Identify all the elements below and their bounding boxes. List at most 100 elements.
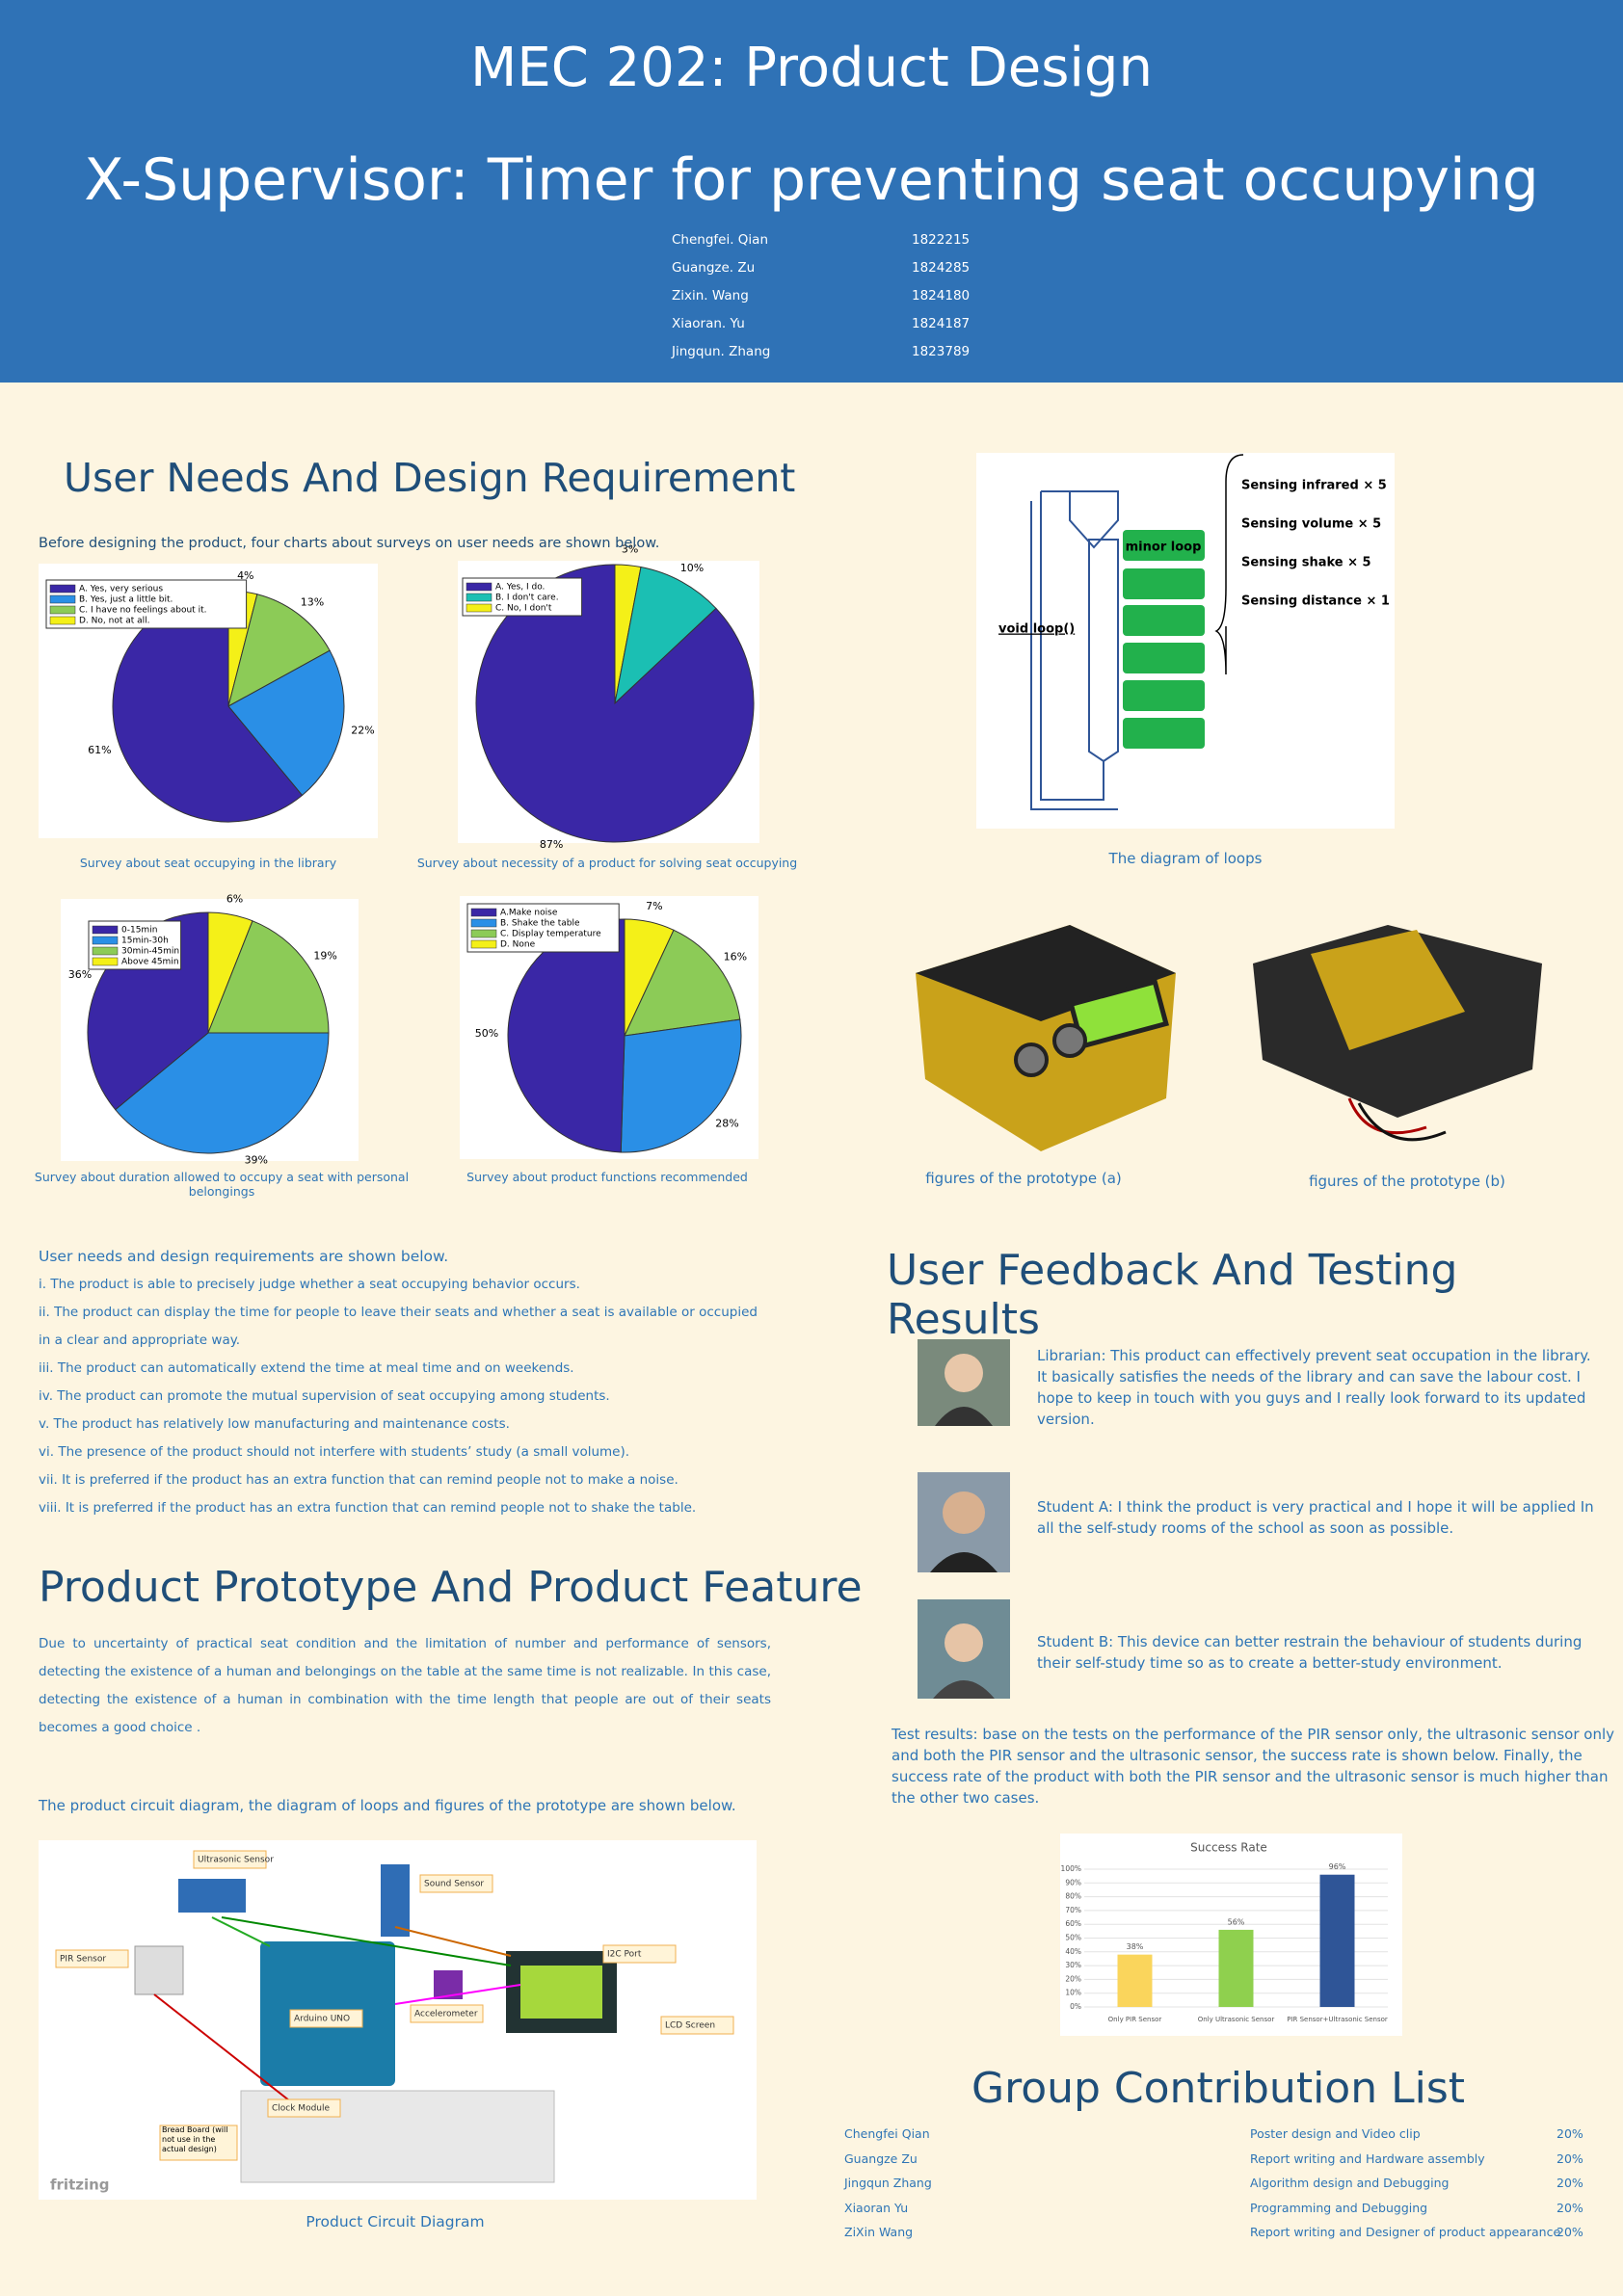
photo-caption: figures of the prototype (b) <box>1309 1173 1505 1190</box>
y-tick-label: 100% <box>1061 1864 1081 1873</box>
slice-label: 61% <box>88 744 111 756</box>
y-tick-label: 10% <box>1065 1989 1081 1997</box>
sensing-label: Sensing distance × 1 <box>1241 594 1390 609</box>
circuit-label: Sound Sensor <box>424 1880 484 1889</box>
member-name: Jingqun. Zhang <box>672 344 771 359</box>
share: 20% <box>1556 2151 1583 2166</box>
legend-swatch <box>49 594 76 604</box>
bar <box>1218 1929 1254 2007</box>
y-tick-label: 70% <box>1065 1906 1081 1914</box>
minor-loop: minor loop <box>1126 541 1202 555</box>
prototype-text: Due to uncertainty of practical seat con… <box>39 1636 771 1735</box>
task: Report writing and Hardware assembly <box>1250 2151 1485 2166</box>
legend-swatch <box>92 936 119 945</box>
pie-slice <box>620 1018 742 1153</box>
y-tick-label: 50% <box>1065 1934 1081 1942</box>
member: Jingqun Zhang <box>844 2176 932 2190</box>
loop-caption: The diagram of loops <box>1108 850 1263 867</box>
label-tag <box>410 2004 484 2023</box>
pie-slice <box>624 929 741 1037</box>
slice-label: 19% <box>313 950 336 963</box>
slice-label: 6% <box>226 892 243 905</box>
slice-label: 39% <box>245 1154 268 1167</box>
bar <box>1117 1954 1153 2007</box>
quote: Librarian: This product can effectively … <box>1037 1347 1591 1428</box>
legend-label: B. Yes, just a little bit. <box>79 595 173 605</box>
legend-box <box>45 579 248 629</box>
requirement: v. The product has relatively low manufa… <box>39 1416 510 1432</box>
brace <box>1214 454 1244 675</box>
member: Xiaoran Yu <box>844 2200 909 2215</box>
requirement: ii. The product can display the time for… <box>39 1305 758 1348</box>
label-tag <box>419 1874 493 1893</box>
needs-intro: Before designing the product, four chart… <box>39 536 660 551</box>
bar-label: 38% <box>1127 1942 1144 1951</box>
x-tick-label: Only PIR Sensor <box>1108 2016 1162 2023</box>
chart-caption: Survey about product functions recommend… <box>466 1170 748 1184</box>
bar-label: 96% <box>1329 1862 1346 1871</box>
legend-label: C. No, I don't <box>495 604 552 614</box>
requirement: i. The product is able to precisely judg… <box>39 1277 580 1292</box>
y-tick-label: 0% <box>1070 2002 1081 2011</box>
chart-caption: Survey about duration allowed to occupy … <box>34 1170 410 1199</box>
chart-caption: Survey about necessity of a product for … <box>416 856 798 870</box>
y-tick-label: 30% <box>1065 1961 1081 1969</box>
x-tick-label: Only Ultrasonic Sensor <box>1198 2016 1275 2023</box>
member: Guangze Zu <box>844 2151 918 2166</box>
task: Report writing and Designer of product a… <box>1250 2225 1561 2239</box>
member-name: Guangze. Zu <box>672 260 756 276</box>
share: 20% <box>1556 2126 1583 2141</box>
member-id: 1824187 <box>912 316 971 331</box>
legend-label: D. No, not at all. <box>79 617 150 626</box>
label-tag <box>660 2016 734 2035</box>
header: MEC 202: Product Design X-Supervisor: Ti… <box>0 0 1623 383</box>
feedback-photos <box>918 1339 1010 1699</box>
slice-label: 4% <box>237 569 253 582</box>
prototype-photo-b <box>1253 925 1542 1142</box>
slice-label: 50% <box>475 1027 498 1040</box>
circuit-label: Clock Module <box>272 2104 331 2114</box>
legend-label: B. Shake the table <box>500 919 580 929</box>
sensing-label: Sensing shake × 5 <box>1241 556 1371 570</box>
member-name: Chengfei. Qian <box>672 232 769 248</box>
feedback-heading: User Feedback And Testing Results <box>887 1246 1458 1344</box>
slice-label: 7% <box>646 900 662 912</box>
label-tag <box>602 1944 677 1964</box>
slice-label: 3% <box>622 543 638 556</box>
slice-label: 28% <box>715 1117 738 1129</box>
legend-swatch <box>470 918 497 928</box>
y-tick-label: 40% <box>1065 1947 1081 1956</box>
prototype-heading: Product Prototype And Product Feature <box>39 1563 863 1612</box>
loop-blocks <box>1123 530 1205 749</box>
label-tag <box>267 2098 341 2118</box>
legend-label: A. Yes, very serious <box>79 585 163 594</box>
legend-swatch <box>92 957 119 966</box>
requirement: iii. The product can automatically exten… <box>39 1360 574 1376</box>
circuit-label: PIR Sensor <box>60 1955 106 1965</box>
circuit-label: Ultrasonic Sensor <box>198 1856 274 1865</box>
member: ZiXin Wang <box>844 2225 914 2239</box>
member-id: 1824180 <box>912 288 971 303</box>
label-tag <box>159 2124 238 2161</box>
legend-label: C. I have no feelings about it. <box>79 606 206 616</box>
sensing-label: Sensing infrared × 5 <box>1241 479 1387 493</box>
member: Chengfei Qian <box>844 2126 930 2141</box>
circuit-label: LCD Screen <box>665 2021 715 2031</box>
slice-label: 10% <box>680 562 704 574</box>
requirement: vi. The presence of the product should n… <box>39 1444 630 1460</box>
circuit-caption: Product Circuit Diagram <box>306 2213 485 2230</box>
legend-swatch <box>466 603 492 613</box>
contribution-heading: Group Contribution List <box>971 2064 1466 2113</box>
member-id: 1823789 <box>912 344 971 359</box>
circuit-label: I2C Port <box>607 1950 642 1960</box>
chart-title: Success Rate <box>1190 1841 1267 1855</box>
circuit-label: fritzing <box>50 2177 110 2194</box>
slice-label: 16% <box>724 950 747 963</box>
legend-label: 0-15min <box>121 926 157 936</box>
legend-swatch <box>49 616 76 625</box>
course-title: MEC 202: Product Design <box>470 37 1153 99</box>
pie-slice <box>114 1032 330 1154</box>
task: Algorithm design and Debugging <box>1250 2176 1450 2190</box>
